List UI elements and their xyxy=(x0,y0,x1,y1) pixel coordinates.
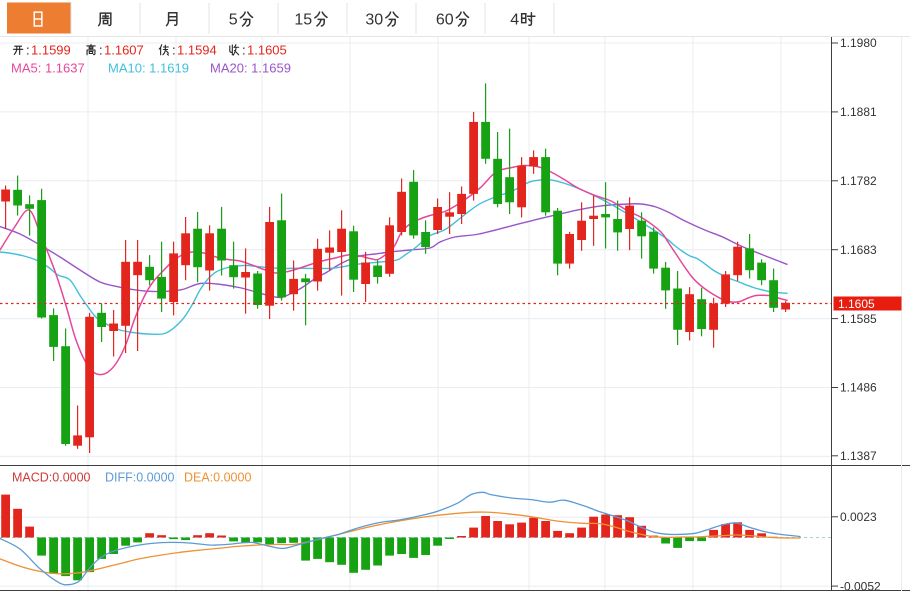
svg-text:1.1881: 1.1881 xyxy=(840,105,877,119)
svg-text:1.1605: 1.1605 xyxy=(247,43,287,58)
svg-text:DEA:0.0000: DEA:0.0000 xyxy=(184,471,251,485)
svg-text:1.1594: 1.1594 xyxy=(177,43,217,58)
svg-text:1.1585: 1.1585 xyxy=(840,312,877,326)
svg-text:15: 15 xyxy=(294,12,312,29)
svg-text:MA5: 1.1637: MA5: 1.1637 xyxy=(11,61,85,76)
svg-text:MA10: 1.1619: MA10: 1.1619 xyxy=(108,61,189,76)
svg-text:MACD:0.0000: MACD:0.0000 xyxy=(12,471,91,485)
svg-text:1.1980: 1.1980 xyxy=(840,36,877,50)
svg-text:MA20: 1.1659: MA20: 1.1659 xyxy=(210,61,291,76)
svg-text::: : xyxy=(26,43,30,58)
svg-text:60: 60 xyxy=(436,12,454,29)
svg-text:1.1599: 1.1599 xyxy=(31,43,71,58)
svg-text:1.1607: 1.1607 xyxy=(104,43,144,58)
svg-text::: : xyxy=(172,43,176,58)
svg-text:1.1782: 1.1782 xyxy=(840,174,877,188)
svg-text:-0.0052: -0.0052 xyxy=(840,579,881,593)
svg-text:DIFF:0.0000: DIFF:0.0000 xyxy=(105,471,175,485)
svg-text:1.1387: 1.1387 xyxy=(840,449,877,463)
svg-text:4: 4 xyxy=(510,12,519,29)
svg-text:5: 5 xyxy=(229,12,238,29)
svg-text::: : xyxy=(242,43,246,58)
svg-text:1.1683: 1.1683 xyxy=(840,243,877,257)
svg-text:0.0023: 0.0023 xyxy=(840,510,877,524)
svg-text:30: 30 xyxy=(365,12,383,29)
svg-text:1.1605: 1.1605 xyxy=(838,297,875,311)
svg-text::: : xyxy=(99,43,103,58)
svg-text:1.1486: 1.1486 xyxy=(840,381,877,395)
